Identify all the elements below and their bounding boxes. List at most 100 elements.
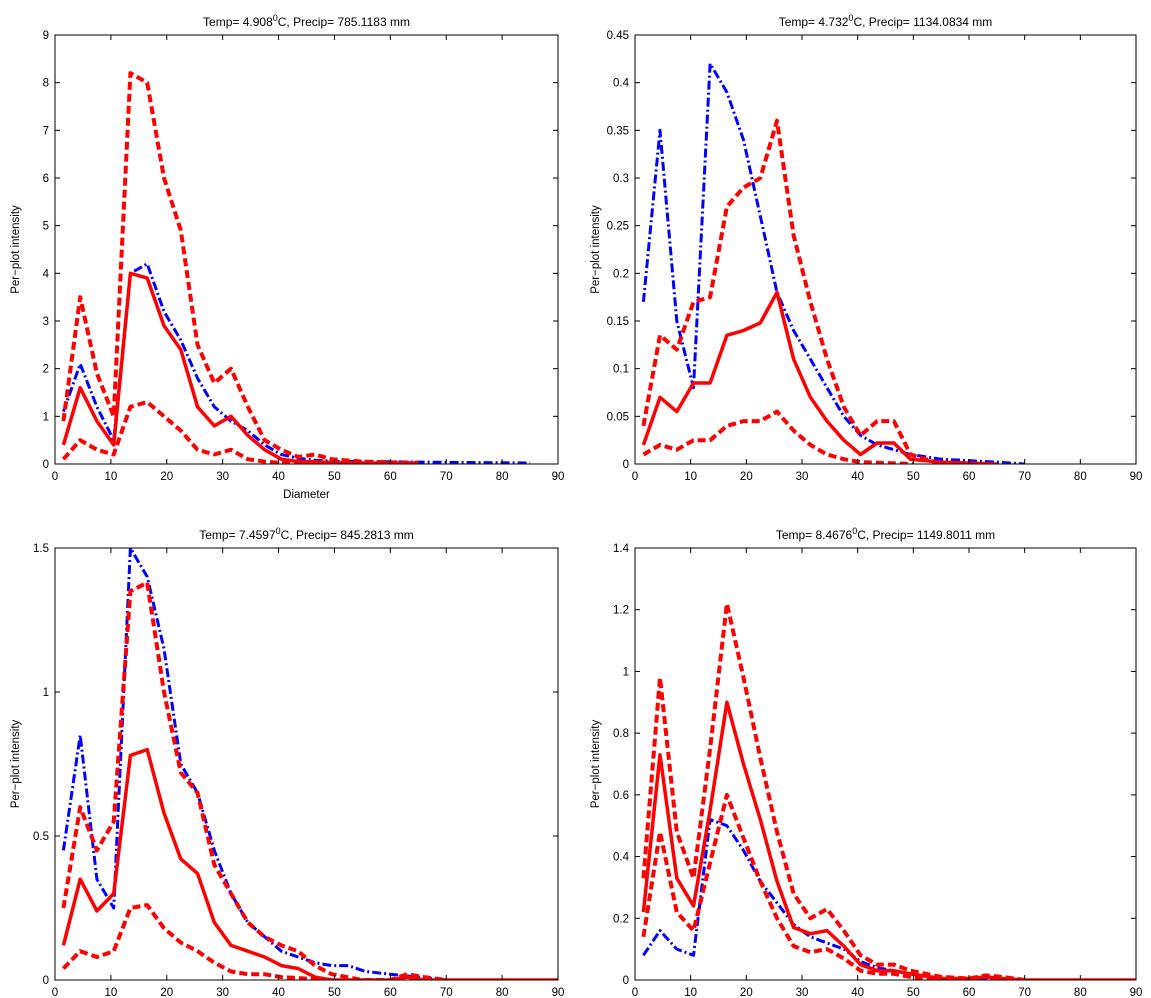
series-line-red-dashed xyxy=(641,601,1025,980)
x-tick-label: 60 xyxy=(963,471,976,483)
x-tick-label: 10 xyxy=(104,987,117,998)
chart-panel-4: 0 10 20 30 40 50 60 70 80 90 0 0.2 0.4 0.6 0.8 1 1.2 1.4 T… xyxy=(590,526,1142,998)
x-tick-label: 70 xyxy=(440,987,453,998)
x-tick-label: 30 xyxy=(796,987,809,998)
y-tick-label: 1 xyxy=(43,411,49,423)
y-tick-label: 1 xyxy=(43,687,49,699)
y-tick-label: 0.6 xyxy=(613,790,629,802)
series-line-red-solid xyxy=(61,747,558,980)
x-tick-label: 0 xyxy=(52,471,58,483)
y-tick-label: 0.45 xyxy=(607,30,629,42)
y-tick-label: 0.2 xyxy=(613,913,629,925)
y-tick-label: 0.4 xyxy=(613,78,630,90)
x-tick-label: 80 xyxy=(496,987,509,998)
y-tick-label: 0.3 xyxy=(613,173,629,185)
plot-frame xyxy=(54,547,559,981)
x-tick-label: 80 xyxy=(496,471,509,483)
x-tick-label: 30 xyxy=(216,987,229,998)
y-tick-label: 8 xyxy=(43,78,49,90)
series-line-red-dashed xyxy=(641,792,942,980)
y-axis-label: Per−plot intensity xyxy=(590,205,602,294)
y-tick-label: 6 xyxy=(43,173,49,185)
x-tick-label: 80 xyxy=(1074,471,1087,483)
y-tick-label: 0.35 xyxy=(607,125,629,137)
x-tick-label: 20 xyxy=(740,987,753,998)
y-tick-label: 1.4 xyxy=(613,543,630,555)
x-tick-label: 10 xyxy=(104,471,117,483)
x-tick-label: 20 xyxy=(740,471,753,483)
y-axis-label: Per−plot intensity xyxy=(10,719,22,808)
x-tick-label: 90 xyxy=(1130,471,1143,483)
x-tick-label: 50 xyxy=(328,987,341,998)
chart-panel-3: 0 10 20 30 40 50 60 70 80 90 0 0.5 1 1.5 Temp= 7.45970… xyxy=(10,526,564,998)
series-line-red-dashed xyxy=(61,400,335,464)
y-axis-label: Per−plot intensity xyxy=(10,205,22,294)
y-tick-label: 4 xyxy=(43,268,50,280)
x-tick-label: 30 xyxy=(796,471,809,483)
x-tick-label: 70 xyxy=(440,471,453,483)
y-tick-label: 0.05 xyxy=(607,411,629,423)
y-tick-label: 1.5 xyxy=(33,543,49,555)
x-tick-label: 40 xyxy=(272,987,285,998)
y-tick-label: 0.5 xyxy=(33,831,49,843)
series-line-blue-dashdot xyxy=(61,548,447,980)
x-tick-label: 30 xyxy=(216,471,229,483)
x-tick-label: 20 xyxy=(160,471,173,483)
x-tick-label: 90 xyxy=(552,987,565,998)
y-tick-label: 3 xyxy=(43,316,49,328)
y-tick-label: 5 xyxy=(43,221,49,233)
x-tick-label: 40 xyxy=(851,987,864,998)
y-tick-label: 2 xyxy=(43,364,49,376)
x-tick-label: 50 xyxy=(907,987,920,998)
chart-title: Temp= 4.7320C, Precip= 1134.0834 mm xyxy=(779,13,993,29)
y-tick-label: 9 xyxy=(43,30,49,42)
y-tick-label: 1 xyxy=(623,666,629,678)
x-tick-label: 90 xyxy=(1130,987,1143,998)
y-tick-label: 0 xyxy=(623,975,629,987)
x-tick-label: 0 xyxy=(632,471,638,483)
y-tick-label: 0 xyxy=(43,459,49,471)
y-tick-label: 0 xyxy=(623,459,629,471)
series-line-red-solid xyxy=(641,290,997,464)
chart-title: Temp= 4.9080C, Precip= 785.1183 mm xyxy=(203,13,410,29)
chart-title: Temp= 8.46760C, Precip= 1149.8011 mm xyxy=(776,526,995,542)
y-tick-label: 0.2 xyxy=(613,268,629,280)
x-tick-label: 40 xyxy=(851,471,864,483)
x-tick-label: 0 xyxy=(52,987,58,998)
x-tick-label: 70 xyxy=(1018,471,1031,483)
y-tick-label: 0.1 xyxy=(613,364,629,376)
x-tick-label: 60 xyxy=(384,471,397,483)
x-tick-label: 10 xyxy=(684,471,697,483)
x-tick-label: 0 xyxy=(632,987,638,998)
y-axis-label: Per−plot intensity xyxy=(590,719,602,808)
chart-panel-1: 0 10 20 30 40 50 60 70 80 90 0 1 2 3 4 5 6 7 8 9 Temp= 4.908… xyxy=(10,13,564,501)
y-tick-label: 0.8 xyxy=(613,728,629,740)
x-tick-label: 10 xyxy=(684,987,697,998)
x-tick-label: 20 xyxy=(160,987,173,998)
y-tick-label: 0.15 xyxy=(607,316,629,328)
y-tick-label: 0.25 xyxy=(607,221,629,233)
series-line-blue-dashdot xyxy=(641,62,1025,464)
plot-frame xyxy=(634,547,1137,981)
x-tick-label: 50 xyxy=(328,471,341,483)
x-tick-label: 90 xyxy=(552,471,565,483)
x-tick-label: 60 xyxy=(384,987,397,998)
chart-title: Temp= 7.45970C, Precip= 845.2813 mm xyxy=(199,526,413,542)
x-axis-label: Diameter xyxy=(283,489,330,501)
series-line-blue-dashdot xyxy=(61,262,531,464)
y-tick-label: 1.2 xyxy=(613,605,629,617)
plot-frame xyxy=(634,34,1137,465)
x-tick-label: 50 xyxy=(907,471,920,483)
series-line-red-dashed xyxy=(642,409,914,464)
x-tick-label: 40 xyxy=(272,471,285,483)
x-tick-label: 80 xyxy=(1074,987,1087,998)
y-tick-label: 0 xyxy=(43,975,49,987)
x-tick-label: 70 xyxy=(1018,987,1031,998)
series-line-red-solid xyxy=(61,271,419,464)
x-tick-label: 60 xyxy=(963,987,976,998)
y-tick-label: 0.4 xyxy=(613,852,630,864)
series-line-red-dashed xyxy=(641,118,942,464)
chart-panel-2: 0 10 20 30 40 50 60 70 80 90 0 0.05 0.1 0.15 0.2 0.25 0.… xyxy=(590,13,1142,483)
series-line-red-dashed xyxy=(61,903,335,980)
